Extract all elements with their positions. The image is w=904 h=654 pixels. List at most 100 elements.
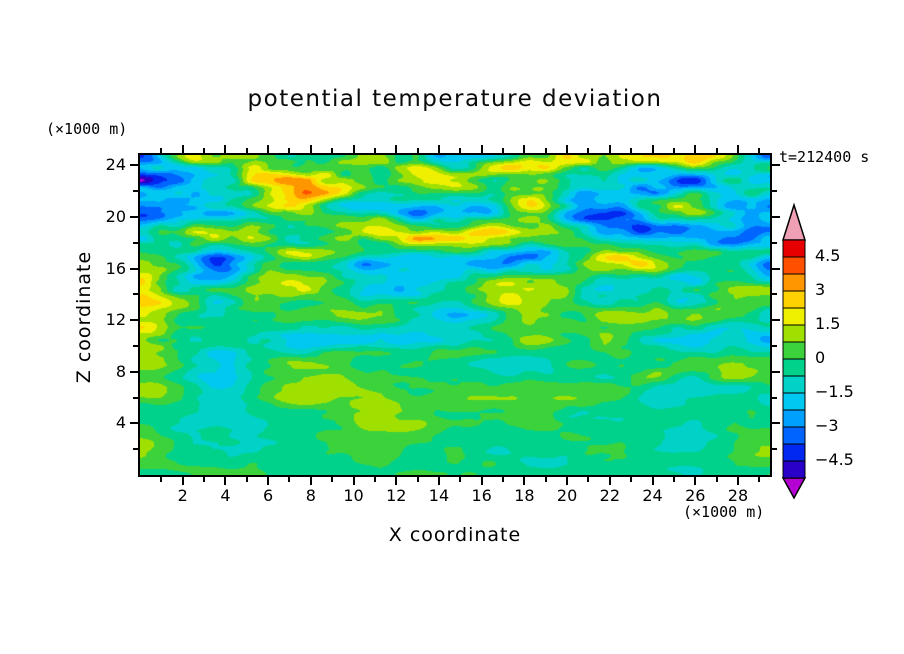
x-tick-label: 4	[220, 486, 231, 505]
tick-mark	[630, 477, 632, 482]
y-tick-label: 16	[105, 258, 126, 278]
tick-mark	[353, 477, 355, 485]
colorbar-under-arrow	[781, 477, 807, 500]
colorbar-cell	[782, 290, 806, 309]
tick-mark	[267, 477, 269, 485]
chart-title: potential temperature deviation	[247, 86, 663, 112]
tick-mark	[523, 477, 525, 485]
tick-mark	[652, 145, 654, 153]
colorbar-cell	[782, 460, 806, 479]
colorbar-cell	[782, 375, 806, 394]
tick-mark	[737, 477, 739, 485]
tick-mark	[481, 477, 483, 485]
tick-mark	[374, 477, 376, 482]
tick-mark	[438, 477, 440, 485]
tick-mark	[772, 216, 780, 218]
tick-mark	[133, 345, 138, 347]
x-tick-label: 2	[177, 486, 188, 505]
colorbar-tick-label: 3	[815, 280, 826, 299]
x-axis-unit-label: (×1000 m)	[683, 503, 765, 521]
tick-mark	[395, 145, 397, 153]
tick-mark	[587, 477, 589, 482]
tick-mark	[737, 145, 739, 153]
tick-mark	[310, 145, 312, 153]
tick-mark	[758, 477, 760, 482]
tick-mark	[772, 319, 780, 321]
tick-mark	[716, 148, 718, 153]
colorbar-cell	[782, 239, 806, 258]
x-tick-label: 24	[642, 486, 663, 505]
tick-mark	[772, 293, 777, 295]
tick-mark	[310, 477, 312, 485]
tick-mark	[182, 145, 184, 153]
tick-mark	[331, 477, 333, 482]
tick-mark	[758, 148, 760, 153]
tick-mark	[130, 268, 138, 270]
colorbar-tick-label: 4.5	[815, 246, 841, 265]
colorbar-cell	[782, 273, 806, 292]
tick-mark	[772, 268, 780, 270]
colorbar-tick-label: 1.5	[815, 314, 841, 333]
tick-mark	[673, 148, 675, 153]
x-tick-label: 8	[305, 486, 316, 505]
y-tick-label: 12	[105, 310, 126, 330]
tick-mark	[716, 477, 718, 482]
tick-mark	[417, 477, 419, 482]
tick-mark	[133, 448, 138, 450]
x-tick-label: 18	[514, 486, 535, 505]
colorbar-cell	[782, 256, 806, 275]
y-tick-label: 24	[105, 155, 126, 175]
tick-mark	[130, 216, 138, 218]
tick-mark	[130, 371, 138, 373]
tick-mark	[130, 164, 138, 166]
tick-mark	[133, 190, 138, 192]
tick-mark	[609, 145, 611, 153]
x-tick-label: 12	[386, 486, 407, 505]
colorbar-tick-label: −4.5	[815, 450, 854, 469]
tick-mark	[288, 148, 290, 153]
colorbar-tick-label: −1.5	[815, 382, 854, 401]
tick-mark	[203, 148, 205, 153]
tick-mark	[288, 477, 290, 482]
tick-mark	[772, 164, 780, 166]
colorbar-cell	[782, 341, 806, 360]
tick-mark	[353, 145, 355, 153]
tick-mark	[502, 148, 504, 153]
x-tick-label: 14	[428, 486, 450, 505]
tick-mark	[224, 145, 226, 153]
tick-mark	[772, 422, 780, 424]
y-axis-unit-label: (×1000 m)	[46, 120, 128, 138]
tick-mark	[459, 477, 461, 482]
tick-mark	[133, 397, 138, 399]
tick-mark	[224, 477, 226, 485]
tick-mark	[694, 145, 696, 153]
colorbar-cell	[782, 392, 806, 411]
x-tick-labels: 2 4 6 8 10 12 14 16 18 20 22 24 26 28	[0, 486, 904, 506]
tick-mark	[130, 422, 138, 424]
colorbar-cell	[782, 307, 806, 326]
tick-mark	[772, 371, 780, 373]
tick-mark	[481, 145, 483, 153]
tick-mark	[133, 242, 138, 244]
x-tick-label: 16	[471, 486, 492, 505]
tick-mark	[246, 477, 248, 482]
x-tick-label: 26	[685, 486, 706, 505]
tick-mark	[673, 477, 675, 482]
field-canvas	[140, 155, 770, 475]
tick-mark	[523, 145, 525, 153]
tick-mark	[459, 148, 461, 153]
tick-mark	[609, 477, 611, 485]
tick-mark	[545, 148, 547, 153]
time-annotation: t=212400 s	[779, 148, 870, 166]
tick-mark	[160, 148, 162, 153]
tick-mark	[772, 190, 777, 192]
colorbar-cell	[782, 324, 806, 343]
tick-mark	[652, 477, 654, 485]
tick-mark	[772, 242, 777, 244]
tick-mark	[772, 345, 777, 347]
tick-mark	[182, 477, 184, 485]
colorbar-cell	[782, 426, 806, 445]
tick-mark	[331, 148, 333, 153]
tick-mark	[587, 148, 589, 153]
